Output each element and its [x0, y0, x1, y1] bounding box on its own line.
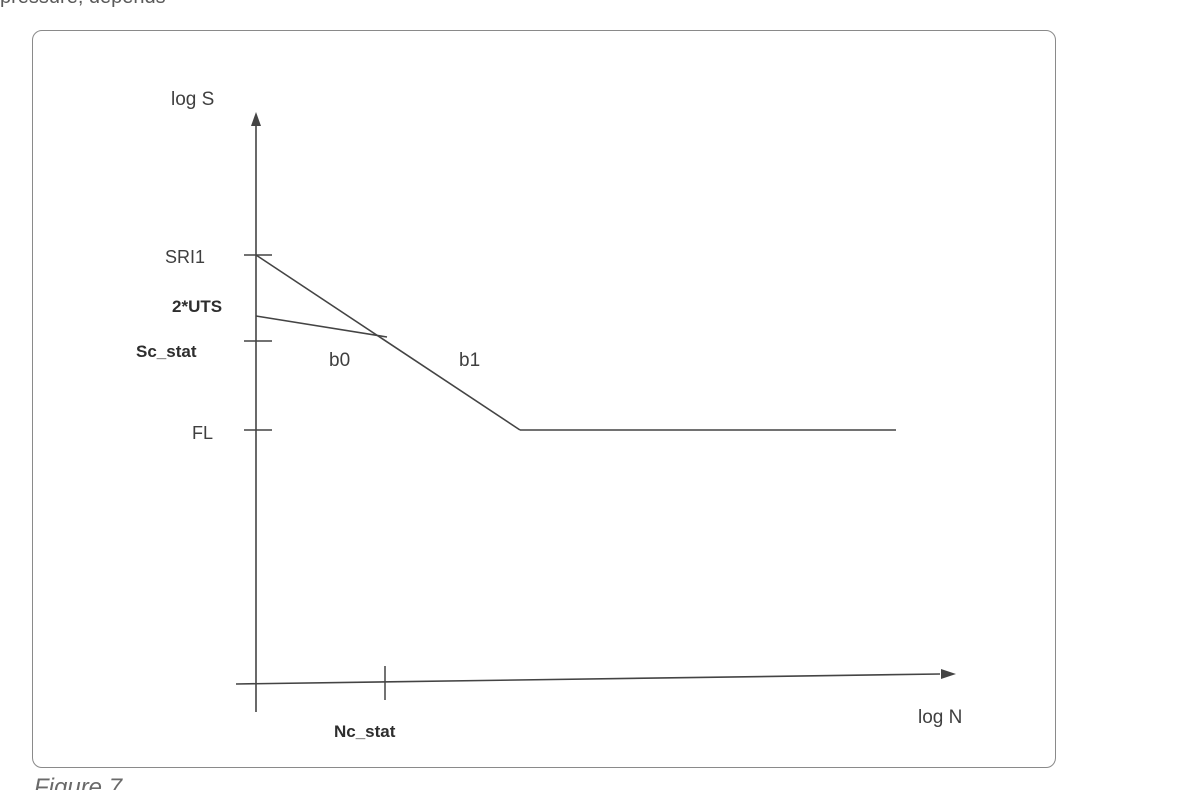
segment-label-b1: b1 [459, 350, 480, 371]
segment-b0 [255, 315, 388, 338]
segment-label-b0: b0 [329, 350, 350, 371]
x-axis [235, 673, 941, 685]
figure-frame [32, 30, 1056, 768]
y-axis-label: log S [171, 89, 214, 110]
tick-label-sri1: SRI1 [165, 247, 205, 267]
tick-label-uts: 2*UTS [172, 297, 222, 316]
y-axis-arrow-icon [251, 112, 261, 126]
segment-b1 [255, 254, 521, 431]
tick-label-sc-stat: Sc_stat [136, 342, 197, 361]
x-axis-label: log N [918, 707, 962, 728]
x-axis-arrow-icon [941, 669, 956, 679]
tick-label-nc-stat: Nc_stat [334, 722, 396, 741]
top-text: pressure, depends [0, 0, 166, 9]
figure-caption: Figure 7 [34, 774, 123, 790]
tick-label-fl: FL [192, 423, 213, 443]
